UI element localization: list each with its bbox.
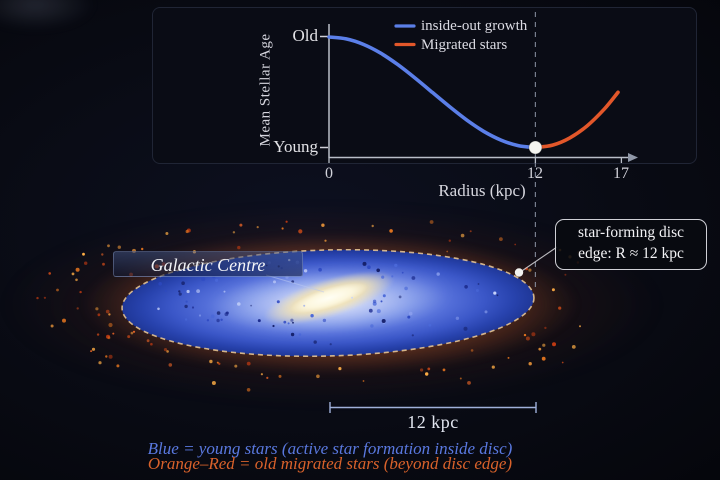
legend-label-migrated-stars: Migrated stars [421,36,508,53]
x-tick-label-17: 17 [613,165,629,182]
caption-blue-stars: Blue = young stars (active star formatio… [147,439,513,458]
scale-bar-label: 12 kpc [407,412,459,432]
galactic-centre-label: Galactic Centre [113,251,303,277]
x-tick-label-12: 12 [527,165,543,182]
x-tick-label-0: 0 [325,165,333,182]
legend-label-inside-out-growth: inside-out growth [421,18,528,34]
y-tick-label-old: Old [292,26,319,45]
caption-orange-stars: Orange–Red = old migrated stars (beyond … [147,454,513,473]
disc-edge-callout: star-forming disc edge: R ≈ 12 kpc [555,219,707,270]
y-tick-label-young: Young [273,137,318,156]
corner-glow [0,0,95,30]
y-axis-label: Mean Stellar Age [257,33,274,147]
x-axis-label: Radius (kpc) [438,181,526,200]
callout-line-1: star-forming disc [577,224,684,241]
callout-line-2: edge: R ≈ 12 kpc [578,245,684,263]
